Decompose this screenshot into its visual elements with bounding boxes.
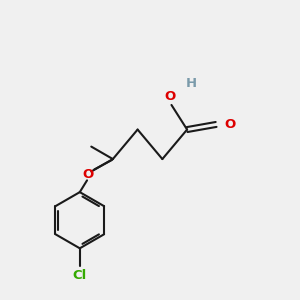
Text: Cl: Cl (73, 269, 87, 282)
Text: O: O (164, 90, 176, 103)
Text: O: O (224, 118, 236, 131)
Text: O: O (82, 168, 94, 182)
Text: H: H (186, 77, 197, 90)
